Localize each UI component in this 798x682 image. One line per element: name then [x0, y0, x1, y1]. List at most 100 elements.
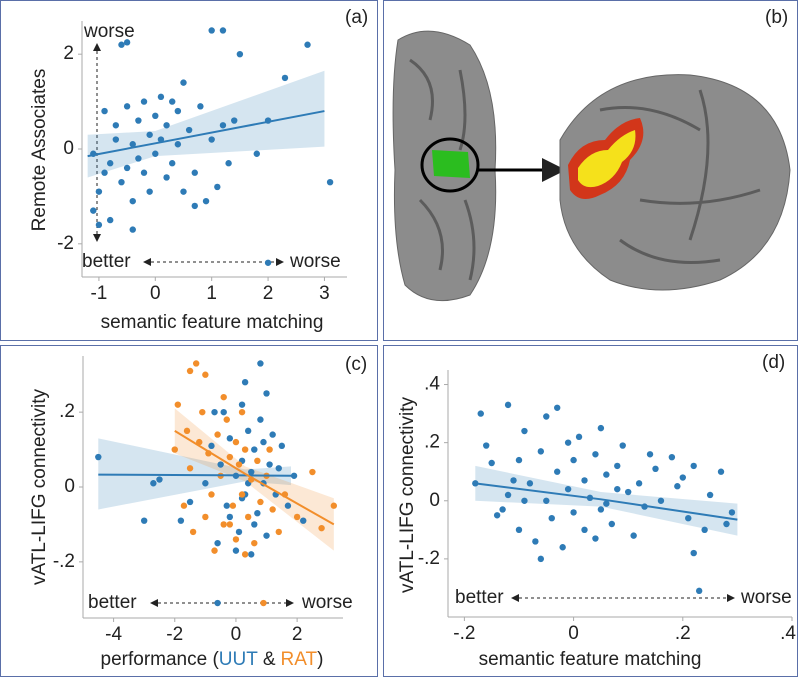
point	[494, 512, 500, 518]
point	[505, 492, 511, 498]
point	[257, 499, 263, 505]
point	[516, 457, 522, 463]
point	[187, 368, 193, 374]
point	[603, 471, 609, 477]
point	[554, 405, 560, 411]
point	[691, 463, 697, 469]
point	[538, 556, 544, 562]
point	[237, 51, 243, 57]
y-tick-label: 2	[63, 43, 74, 64]
point	[221, 409, 227, 415]
x-tick-label: -1	[90, 283, 107, 304]
point	[279, 443, 285, 449]
point	[180, 79, 186, 85]
point	[146, 132, 152, 138]
point	[614, 486, 620, 492]
point	[647, 451, 653, 457]
x-tick-label: 0	[150, 283, 161, 304]
point	[242, 551, 248, 557]
point	[156, 476, 162, 482]
point	[152, 151, 158, 157]
y-tick-label: -2	[57, 233, 74, 254]
point	[620, 442, 626, 448]
point	[230, 503, 236, 509]
point	[570, 457, 576, 463]
x-tick-label: 1	[206, 283, 217, 304]
point	[227, 435, 233, 441]
x-tick-label: 2	[263, 283, 274, 304]
point	[135, 117, 141, 123]
point	[630, 532, 636, 538]
point	[266, 446, 272, 452]
point	[269, 431, 275, 437]
point	[516, 527, 522, 533]
point	[211, 409, 217, 415]
point	[488, 460, 494, 466]
point	[193, 360, 199, 366]
panel-label: (d)	[762, 352, 785, 373]
point	[254, 151, 260, 157]
point	[691, 550, 697, 556]
point	[199, 409, 205, 415]
point	[192, 203, 198, 209]
point	[224, 416, 230, 422]
point	[260, 439, 266, 445]
annotation: worse	[289, 251, 341, 272]
point	[291, 473, 297, 479]
point	[163, 122, 169, 128]
point	[239, 491, 245, 497]
point	[718, 469, 724, 475]
point	[118, 42, 124, 48]
point	[208, 136, 214, 142]
panel-label: (a)	[345, 7, 368, 28]
annotation: worse	[301, 592, 353, 613]
y-axis-label: vATL-LIFG connectivity	[397, 396, 418, 593]
point	[141, 170, 147, 176]
point	[233, 439, 239, 445]
x-tick-label: -4	[105, 624, 122, 645]
point	[245, 514, 251, 520]
point	[180, 188, 186, 194]
annotation: better	[82, 251, 131, 272]
point	[146, 188, 152, 194]
annotation: better	[88, 592, 137, 613]
point	[187, 499, 193, 505]
point	[570, 509, 576, 515]
point	[163, 174, 169, 180]
point	[169, 160, 175, 166]
y-tick-label: .2	[59, 401, 75, 422]
point	[124, 165, 130, 171]
y-tick-label: 0	[64, 476, 75, 497]
point	[685, 515, 691, 521]
y-axis-label: Remote Associates	[29, 69, 50, 232]
point	[658, 498, 664, 504]
x-tick-label: .2	[675, 623, 691, 644]
point	[282, 75, 288, 81]
x-tick-label: -2	[166, 624, 183, 645]
annotation: worse	[740, 587, 792, 608]
point	[254, 510, 260, 516]
point	[101, 108, 107, 114]
x-axis-label-part: performance (	[101, 649, 220, 670]
point	[214, 184, 220, 190]
y-axis-label: vATL-LIFG connectivity	[29, 388, 50, 585]
point	[478, 410, 484, 416]
point	[652, 466, 658, 472]
y-tick-label: 0	[63, 138, 74, 159]
point	[152, 113, 158, 119]
point	[538, 448, 544, 454]
point	[214, 600, 220, 606]
point	[113, 136, 119, 142]
point	[208, 27, 214, 33]
point	[300, 517, 306, 523]
point	[263, 390, 269, 396]
point	[609, 521, 615, 527]
confidence-band	[88, 71, 325, 178]
point	[309, 469, 315, 475]
point	[521, 498, 527, 504]
panel-label: (b)	[765, 7, 788, 28]
point	[124, 39, 130, 45]
point	[192, 170, 198, 176]
x-tick-label: 0	[231, 624, 242, 645]
point	[680, 474, 686, 480]
